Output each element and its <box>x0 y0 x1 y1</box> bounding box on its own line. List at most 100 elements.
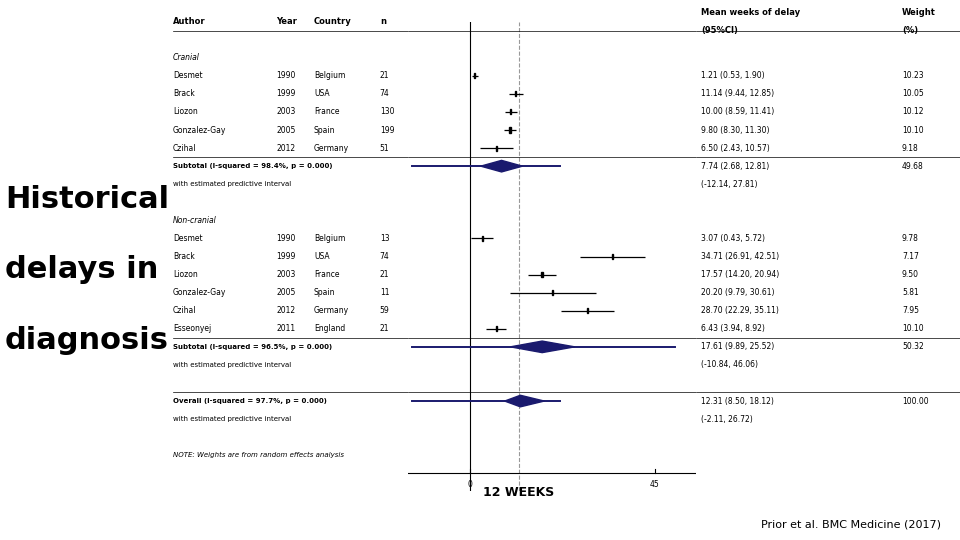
Text: France: France <box>314 107 340 117</box>
Text: 3.07 (0.43, 5.72): 3.07 (0.43, 5.72) <box>701 234 765 243</box>
Text: Czihal: Czihal <box>173 306 196 315</box>
Text: 59: 59 <box>380 306 390 315</box>
Text: 10.00 (8.59, 11.41): 10.00 (8.59, 11.41) <box>701 107 775 117</box>
Text: Country: Country <box>314 17 351 26</box>
Text: Author: Author <box>173 17 205 26</box>
Text: (-10.84, 46.06): (-10.84, 46.06) <box>701 360 758 369</box>
Text: 20.20 (9.79, 30.61): 20.20 (9.79, 30.61) <box>701 288 775 297</box>
Text: 7.95: 7.95 <box>902 306 919 315</box>
Text: with estimated predictive interval: with estimated predictive interval <box>173 362 291 368</box>
Text: 100.00: 100.00 <box>902 396 928 406</box>
Text: 2012: 2012 <box>276 144 296 153</box>
Text: 1999: 1999 <box>276 90 296 98</box>
Text: 13: 13 <box>380 234 390 243</box>
Text: 10.10: 10.10 <box>902 325 924 333</box>
Text: Spain: Spain <box>314 288 335 297</box>
Text: 10.23: 10.23 <box>902 71 924 80</box>
Text: Germany: Germany <box>314 144 349 153</box>
Text: delays in: delays in <box>5 255 158 285</box>
Text: 1990: 1990 <box>276 234 296 243</box>
Polygon shape <box>511 341 575 353</box>
Text: 17.57 (14.20, 20.94): 17.57 (14.20, 20.94) <box>701 270 780 279</box>
Text: with estimated predictive interval: with estimated predictive interval <box>173 181 291 187</box>
Text: 2012: 2012 <box>276 306 296 315</box>
Text: Czihal: Czihal <box>173 144 196 153</box>
Text: 1999: 1999 <box>276 252 296 261</box>
Text: 51: 51 <box>380 144 390 153</box>
Text: 10.10: 10.10 <box>902 125 924 134</box>
Text: Overall (I-squared = 97.7%, p = 0.000): Overall (I-squared = 97.7%, p = 0.000) <box>173 398 326 404</box>
Text: 2011: 2011 <box>276 325 296 333</box>
Text: England: England <box>314 325 346 333</box>
Bar <box>482 236 483 241</box>
Text: 28.70 (22.29, 35.11): 28.70 (22.29, 35.11) <box>701 306 780 315</box>
Polygon shape <box>505 395 544 407</box>
Text: Subtotal (I-squared = 98.4%, p = 0.000): Subtotal (I-squared = 98.4%, p = 0.000) <box>173 163 332 169</box>
Text: Cranial: Cranial <box>173 53 200 62</box>
Text: 45: 45 <box>650 480 660 489</box>
Text: Desmet: Desmet <box>173 71 203 80</box>
Text: 6.50 (2.43, 10.57): 6.50 (2.43, 10.57) <box>701 144 770 153</box>
Text: 74: 74 <box>380 90 390 98</box>
Text: Mean weeks of delay: Mean weeks of delay <box>701 8 801 17</box>
Text: 5.81: 5.81 <box>902 288 919 297</box>
Text: 74: 74 <box>380 252 390 261</box>
Text: 21: 21 <box>380 325 389 333</box>
Text: 7.17: 7.17 <box>902 252 919 261</box>
Bar <box>511 110 512 114</box>
Text: Prior et al. BMC Medicine (2017): Prior et al. BMC Medicine (2017) <box>760 519 941 529</box>
Text: France: France <box>314 270 340 279</box>
Text: 1990: 1990 <box>276 71 296 80</box>
Text: (-12.14, 27.81): (-12.14, 27.81) <box>701 180 757 188</box>
Text: Brack: Brack <box>173 252 195 261</box>
Text: 9.78: 9.78 <box>902 234 919 243</box>
Text: with estimated predictive interval: with estimated predictive interval <box>173 416 291 422</box>
Text: 0: 0 <box>468 480 472 489</box>
Bar <box>474 73 475 78</box>
Text: Desmet: Desmet <box>173 234 203 243</box>
Bar <box>552 290 553 295</box>
Polygon shape <box>481 160 522 172</box>
Text: Gonzalez-Gay: Gonzalez-Gay <box>173 125 227 134</box>
Text: 10.12: 10.12 <box>902 107 924 117</box>
Text: 130: 130 <box>380 107 395 117</box>
Text: USA: USA <box>314 252 329 261</box>
Text: 34.71 (26.91, 42.51): 34.71 (26.91, 42.51) <box>701 252 780 261</box>
Text: NOTE: Weights are from random effects analysis: NOTE: Weights are from random effects an… <box>173 452 344 458</box>
Text: Subtotal (I-squared = 96.5%, p = 0.000): Subtotal (I-squared = 96.5%, p = 0.000) <box>173 344 332 350</box>
Text: (95%CI): (95%CI) <box>701 26 738 35</box>
Text: Germany: Germany <box>314 306 349 315</box>
Text: Esseonyej: Esseonyej <box>173 325 211 333</box>
Text: Year: Year <box>276 17 298 26</box>
Text: 10.05: 10.05 <box>902 90 924 98</box>
Bar <box>612 254 613 259</box>
Text: 12.31 (8.50, 18.12): 12.31 (8.50, 18.12) <box>701 396 774 406</box>
Bar <box>495 326 496 332</box>
Text: 11.14 (9.44, 12.85): 11.14 (9.44, 12.85) <box>701 90 775 98</box>
Bar <box>515 91 516 97</box>
Bar <box>496 146 497 151</box>
Text: Spain: Spain <box>314 125 335 134</box>
Text: 21: 21 <box>380 270 389 279</box>
Text: 2003: 2003 <box>276 107 296 117</box>
Text: Historical: Historical <box>5 185 169 214</box>
Text: (%): (%) <box>902 26 918 35</box>
Text: 17.61 (9.89, 25.52): 17.61 (9.89, 25.52) <box>701 342 775 352</box>
Text: 49.68: 49.68 <box>902 161 924 171</box>
Text: 9.18: 9.18 <box>902 144 919 153</box>
Text: Gonzalez-Gay: Gonzalez-Gay <box>173 288 227 297</box>
Text: 2005: 2005 <box>276 125 296 134</box>
Text: Belgium: Belgium <box>314 234 346 243</box>
Text: Brack: Brack <box>173 90 195 98</box>
Text: 2005: 2005 <box>276 288 296 297</box>
Text: diagnosis: diagnosis <box>5 326 169 355</box>
Text: 1.21 (0.53, 1.90): 1.21 (0.53, 1.90) <box>701 71 765 80</box>
Text: Belgium: Belgium <box>314 71 346 80</box>
Text: 21: 21 <box>380 71 389 80</box>
Text: 9.80 (8.30, 11.30): 9.80 (8.30, 11.30) <box>701 125 770 134</box>
Text: 6.43 (3.94, 8.92): 6.43 (3.94, 8.92) <box>701 325 765 333</box>
Text: Liozon: Liozon <box>173 270 198 279</box>
Bar <box>541 272 542 277</box>
Text: Non-cranial: Non-cranial <box>173 216 217 225</box>
Text: 9.50: 9.50 <box>902 270 919 279</box>
